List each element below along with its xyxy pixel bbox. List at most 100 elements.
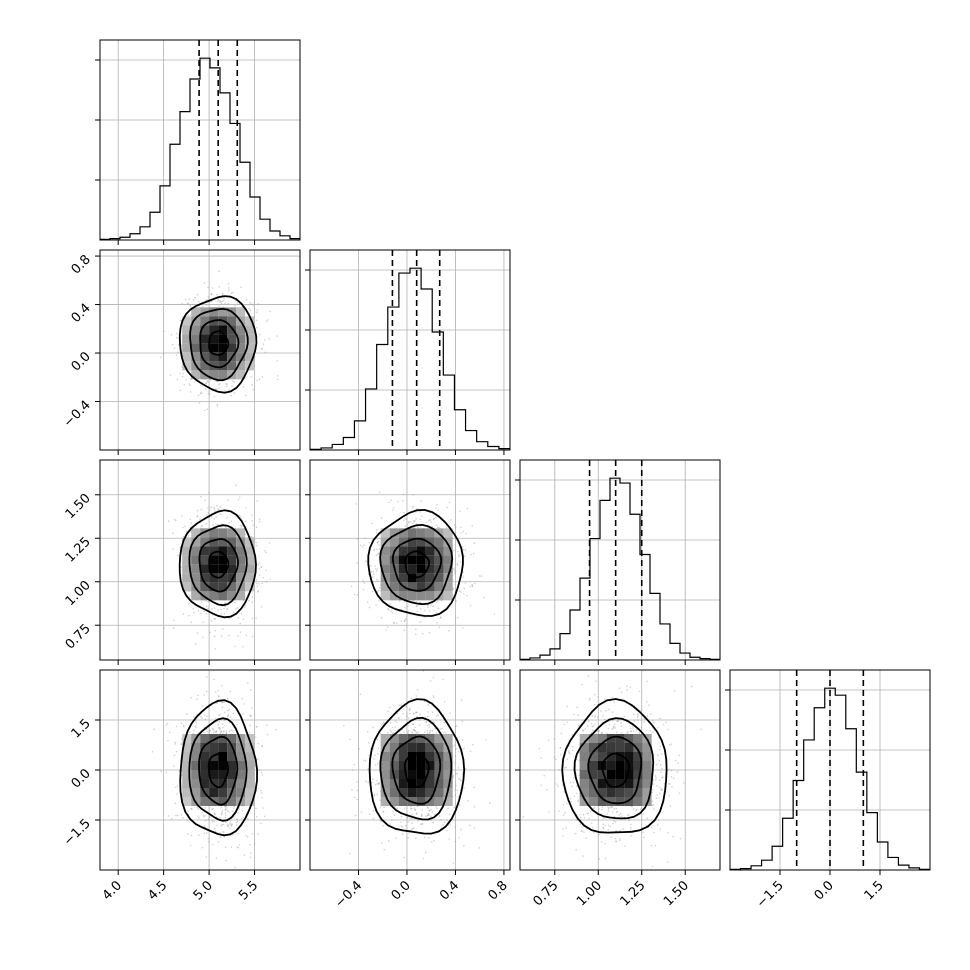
scatter-point <box>275 728 277 731</box>
scatter-point <box>377 553 379 556</box>
density-cell <box>218 555 228 565</box>
scatter-point <box>181 302 184 305</box>
scatter-point <box>218 285 221 288</box>
scatter-point <box>217 723 219 726</box>
scatter-point <box>242 618 245 621</box>
scatter-point <box>423 609 426 612</box>
scatter-point <box>219 816 222 819</box>
scatter-point <box>453 569 456 571</box>
scatter-point <box>239 631 242 633</box>
density-cell <box>443 779 453 788</box>
scatter-point <box>473 827 476 830</box>
scatter-point <box>413 827 415 829</box>
density-cell <box>425 788 435 797</box>
scatter-point <box>480 575 483 577</box>
density-cell <box>245 761 255 770</box>
density-cell <box>389 555 399 565</box>
scatter-point <box>170 333 173 336</box>
scatter-point <box>251 519 253 522</box>
contour-line-3 <box>368 698 466 835</box>
scatter-point <box>179 389 182 392</box>
scatter-point <box>208 393 211 395</box>
scatter-point <box>192 298 195 301</box>
scatter-point <box>187 314 189 316</box>
scatter-point <box>250 852 252 854</box>
density-cell <box>245 797 255 806</box>
density-cell <box>443 528 453 538</box>
scatter-point <box>203 825 206 827</box>
scatter-point <box>463 747 465 750</box>
scatter-point <box>413 729 416 731</box>
scatter-point <box>412 723 414 726</box>
scatter-point <box>168 731 171 734</box>
scatter-point <box>376 793 379 796</box>
scatter-point <box>216 404 219 407</box>
scatter-point <box>245 298 248 301</box>
scatter-point <box>447 807 449 810</box>
density-cell <box>182 334 192 344</box>
scatter-point <box>431 729 434 732</box>
scatter-point <box>375 578 378 581</box>
scatter-point <box>457 550 459 553</box>
scatter-point <box>471 585 474 588</box>
scatter-point <box>443 731 445 734</box>
scatter-point <box>400 821 402 823</box>
scatter-point <box>453 744 456 746</box>
scatter-point <box>224 602 226 604</box>
density-cell <box>425 752 435 761</box>
scatter-point <box>410 697 413 699</box>
scatter-point <box>412 723 415 726</box>
scatter-point <box>456 789 459 792</box>
scatter-point <box>250 514 253 516</box>
density-cell <box>389 573 399 583</box>
scatter-point <box>462 530 465 533</box>
scatter-point <box>440 616 442 619</box>
scatter-point <box>437 607 440 610</box>
density-cell <box>218 591 228 601</box>
scatter-point <box>426 806 429 808</box>
scatter-point <box>412 505 415 508</box>
density-cell <box>425 564 435 574</box>
scatter-point <box>253 843 256 845</box>
density-cell <box>416 528 426 538</box>
scatter-point <box>458 804 461 807</box>
scatter-point <box>213 812 216 815</box>
scatter-point <box>220 730 223 733</box>
density-cell <box>245 770 255 779</box>
scatter-point <box>219 714 221 716</box>
scatter-point <box>373 794 376 797</box>
scatter-point <box>217 384 220 386</box>
density-cell <box>425 770 435 779</box>
density-cell <box>209 734 219 743</box>
density-cell <box>416 555 426 565</box>
scatter-point <box>262 807 265 809</box>
scatter-point <box>166 722 169 725</box>
density-cell <box>236 325 246 335</box>
density-cell <box>398 788 408 797</box>
scatter-point <box>418 713 421 716</box>
scatter-point <box>404 525 406 527</box>
density-cell <box>425 537 435 547</box>
scatter-point <box>458 836 461 839</box>
density-cell <box>191 591 201 601</box>
scatter-point <box>151 750 154 753</box>
scatter-point <box>453 806 456 809</box>
scatter-point <box>195 726 197 729</box>
scatter-point <box>438 526 441 529</box>
scatter-point <box>364 760 367 762</box>
scatter-point <box>430 604 432 607</box>
scatter-point <box>210 293 213 295</box>
scatter-point <box>426 729 429 732</box>
scatter-point <box>196 515 199 518</box>
scatter-point <box>412 713 415 715</box>
scatter-point <box>390 731 393 733</box>
contour-line-3 <box>179 699 259 837</box>
scatter-point <box>430 521 432 523</box>
scatter-point <box>396 807 398 810</box>
scatter-point <box>426 604 429 607</box>
scatter-point <box>378 599 380 601</box>
scatter-point <box>204 718 207 721</box>
density-cell <box>425 555 435 565</box>
scatter-point <box>225 382 227 385</box>
scatter-point <box>237 498 240 501</box>
